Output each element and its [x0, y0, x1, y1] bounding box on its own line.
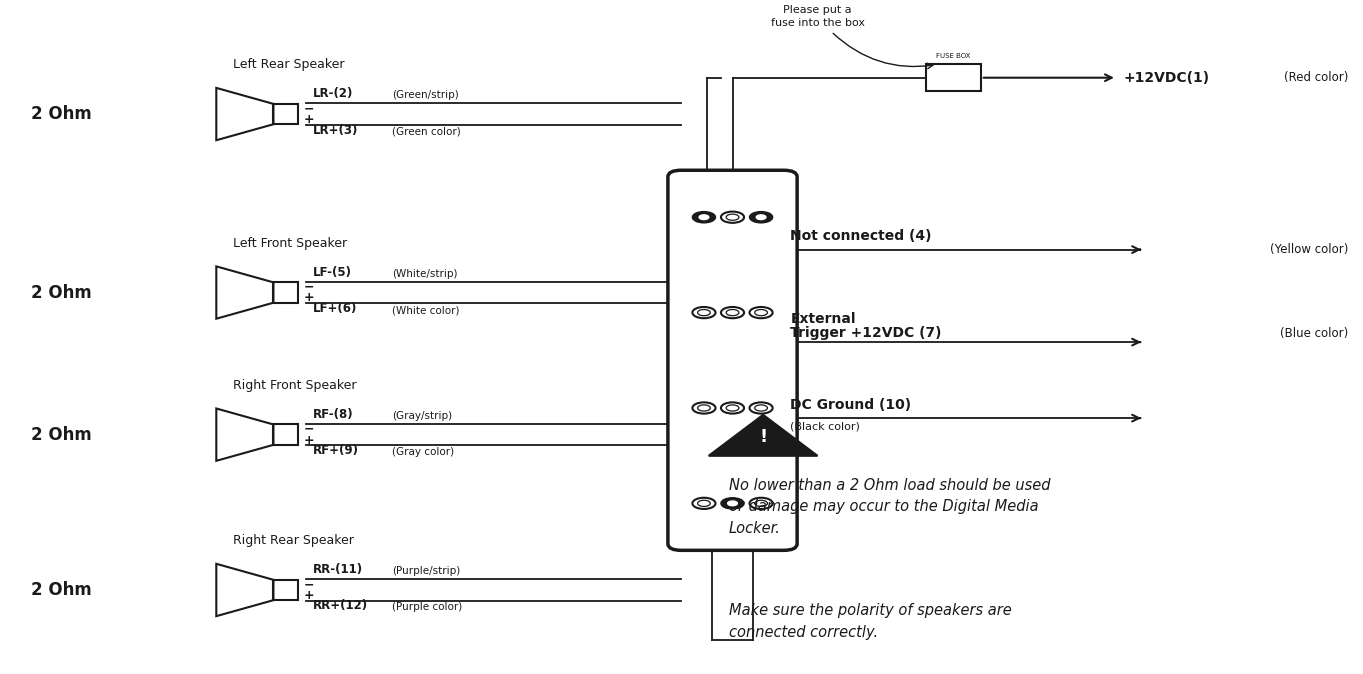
Text: Not connected (4): Not connected (4) — [791, 229, 932, 243]
Text: Right Front Speaker: Right Front Speaker — [233, 379, 356, 392]
Text: (Blue color): (Blue color) — [1280, 327, 1348, 340]
Text: +: + — [304, 291, 313, 305]
Text: RF+(9): RF+(9) — [313, 444, 358, 457]
Text: LR-(2): LR-(2) — [313, 87, 353, 100]
Text: Left Rear Speaker: Left Rear Speaker — [233, 58, 343, 71]
Circle shape — [728, 501, 737, 506]
Circle shape — [721, 497, 744, 509]
Text: DC Ground (10): DC Ground (10) — [791, 398, 912, 412]
Text: (Gray color): (Gray color) — [391, 447, 454, 457]
Text: Make sure the polarity of speakers are
connected correctly.: Make sure the polarity of speakers are c… — [729, 603, 1011, 640]
Circle shape — [750, 212, 773, 223]
Text: −: − — [304, 280, 313, 294]
Text: 2 Ohm: 2 Ohm — [31, 284, 93, 301]
Text: −: − — [304, 102, 313, 115]
Text: Right Rear Speaker: Right Rear Speaker — [233, 534, 353, 547]
Text: (Black color): (Black color) — [791, 421, 860, 431]
Text: (White/strip): (White/strip) — [391, 269, 457, 278]
Text: (Purple color): (Purple color) — [391, 603, 462, 613]
Text: (Purple/strip): (Purple/strip) — [391, 566, 461, 576]
Text: −: − — [304, 578, 313, 591]
Text: LR+(3): LR+(3) — [313, 123, 358, 137]
Text: 2 Ohm: 2 Ohm — [31, 426, 93, 443]
Bar — [927, 65, 981, 91]
Text: No lower than a 2 Ohm load should be used
or damage may occur to the Digital Med: No lower than a 2 Ohm load should be use… — [729, 478, 1051, 536]
Text: LF-(5): LF-(5) — [313, 266, 352, 278]
Text: +12VDC(1): +12VDC(1) — [1123, 71, 1210, 85]
Text: Please put a
fuse into the box: Please put a fuse into the box — [770, 5, 864, 28]
Circle shape — [756, 215, 766, 220]
Text: 2 Ohm: 2 Ohm — [31, 581, 93, 599]
Text: Trigger +12VDC (7): Trigger +12VDC (7) — [791, 326, 942, 340]
Text: +: + — [304, 589, 313, 602]
Polygon shape — [709, 415, 818, 456]
Text: RR-(11): RR-(11) — [313, 563, 363, 576]
Text: (Yellow color): (Yellow color) — [1269, 243, 1348, 256]
Text: !: ! — [759, 428, 767, 446]
Text: Left Front Speaker: Left Front Speaker — [233, 237, 346, 249]
Text: LF+(6): LF+(6) — [313, 302, 357, 315]
Text: (Red color): (Red color) — [1284, 71, 1348, 84]
Text: FUSE BOX: FUSE BOX — [936, 53, 970, 59]
Text: RR+(12): RR+(12) — [313, 599, 368, 613]
Text: +: + — [304, 113, 313, 126]
Text: RF-(8): RF-(8) — [313, 408, 353, 421]
Text: External: External — [791, 312, 856, 326]
Text: 2 Ohm: 2 Ohm — [31, 105, 93, 123]
Text: (Green/strip): (Green/strip) — [391, 90, 458, 100]
Text: (Gray/strip): (Gray/strip) — [391, 410, 453, 421]
Circle shape — [699, 215, 709, 220]
Circle shape — [692, 212, 716, 223]
Text: (White color): (White color) — [391, 305, 459, 315]
Text: +: + — [304, 433, 313, 447]
Text: −: − — [304, 423, 313, 435]
FancyBboxPatch shape — [668, 171, 797, 551]
Text: (Green color): (Green color) — [391, 127, 461, 137]
